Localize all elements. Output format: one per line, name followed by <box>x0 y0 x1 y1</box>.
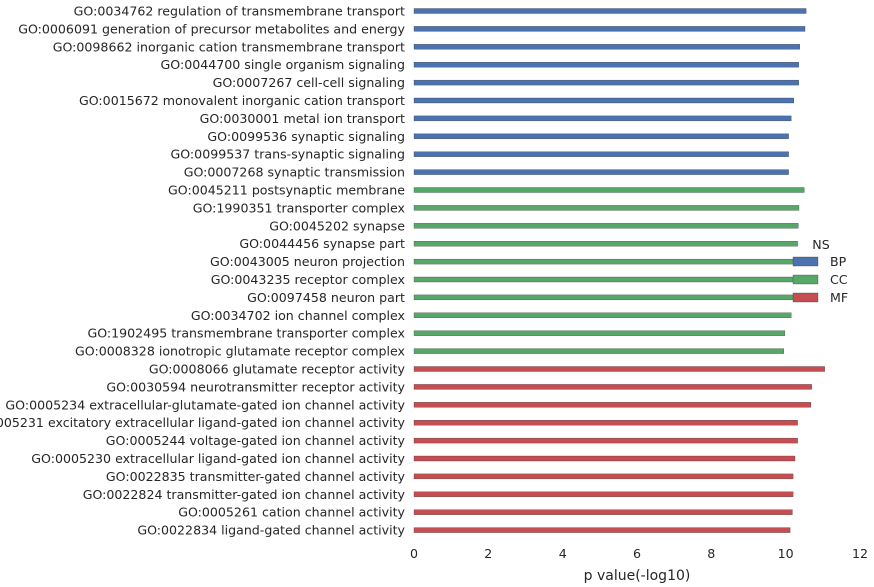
bar-mf <box>413 384 812 390</box>
category-label: GO:0005234 extracellular-glutamate-gated… <box>5 397 405 412</box>
category-label: GO:0045211 postsynaptic membrane <box>168 183 405 198</box>
category-label: GO:0034702 ion channel complex <box>191 308 406 323</box>
x-tick-label: 12 <box>852 546 868 561</box>
category-label: GO:1990351 transporter complex <box>193 200 406 215</box>
bar-cc <box>413 205 800 211</box>
bar-mf <box>413 455 796 462</box>
bar-cc <box>413 348 784 354</box>
x-axis: 0 2 4 6 8 10 12 <box>410 546 868 561</box>
x-tick-label: 0 <box>410 546 418 561</box>
category-label: GO:0034762 regulation of transmembrane t… <box>74 4 405 19</box>
category-label: GO:0005231 excitatory extracellular liga… <box>0 415 406 430</box>
bars <box>413 8 825 533</box>
bar-bp <box>413 8 807 14</box>
bar-mf <box>413 527 791 533</box>
bar-cc <box>413 223 799 229</box>
category-label: GO:0044456 synapse part <box>239 236 405 251</box>
bar-mf <box>413 366 825 372</box>
x-tick-label: 10 <box>778 546 794 561</box>
bar-cc <box>413 312 792 318</box>
category-label: GO:0022834 ligand-gated channel activity <box>137 523 405 538</box>
legend-label: CC <box>830 272 848 287</box>
bar-bp <box>413 169 789 175</box>
category-label: GO:0030594 neurotransmitter receptor act… <box>106 379 405 394</box>
category-label: GO:0030001 metal ion transport <box>200 111 405 126</box>
category-label: GO:0043005 neuron projection <box>210 254 405 269</box>
bar-cc <box>413 294 794 301</box>
category-label: GO:0098662 inorganic cation transmembran… <box>53 39 405 54</box>
category-label: GO:0045202 synapse <box>269 218 405 233</box>
legend-swatch-mf <box>792 292 819 303</box>
bar-cc <box>413 276 795 283</box>
x-tick-label: 4 <box>559 546 567 561</box>
bar-mf <box>413 402 812 408</box>
x-axis-label: p value(-log10) <box>584 568 691 584</box>
category-label: GO:0015672 monovalent inorganic cation t… <box>79 93 405 108</box>
bar-cc <box>413 241 798 247</box>
bar-cc <box>413 258 796 265</box>
category-label: GO:0044700 single organism signaling <box>161 57 405 72</box>
category-label: GO:0099536 synaptic signaling <box>207 129 405 144</box>
bar-bp <box>413 133 789 139</box>
legend-swatch-bp <box>792 256 819 267</box>
bar-mf <box>413 437 798 444</box>
category-label: GO:0006091 generation of precursor metab… <box>18 21 405 36</box>
category-label: GO:0005244 voltage-gated ion channel act… <box>106 433 406 448</box>
category-label: GO:0008066 glutamate receptor activity <box>149 362 406 377</box>
category-label: GO:1902495 transmembrane transporter com… <box>87 326 405 341</box>
bar-bp <box>413 97 794 104</box>
bar-mf <box>413 509 793 515</box>
category-labels: GO:0034762 regulation of transmembrane t… <box>0 4 406 538</box>
bar-bp <box>413 115 792 122</box>
x-tick-label: 6 <box>633 546 641 561</box>
bar-cc <box>413 330 786 336</box>
bar-bp <box>413 79 799 86</box>
category-label: GO:0008328 ionotropic glutamate receptor… <box>75 344 405 359</box>
category-label: GO:0022824 transmitter-gated ion channel… <box>83 487 406 502</box>
x-tick-label: 8 <box>707 546 715 561</box>
category-label: GO:0007268 synaptic transmission <box>184 165 405 180</box>
category-label: GO:0097458 neuron part <box>247 290 405 305</box>
category-label: GO:0005230 extracellular ligand-gated io… <box>31 451 405 466</box>
bar-cc <box>413 187 805 193</box>
legend-label: MF <box>830 290 848 305</box>
legend-title: NS <box>812 237 829 252</box>
category-label: GO:0007267 cell-cell signaling <box>213 75 405 90</box>
bar-mf <box>413 473 794 480</box>
category-label: GO:0043235 receptor complex <box>211 272 406 287</box>
bar-mf <box>413 491 794 497</box>
bar-bp <box>413 44 800 50</box>
legend-swatch-cc <box>792 274 819 285</box>
x-tick-label: 2 <box>484 546 492 561</box>
legend-label: BP <box>830 254 847 269</box>
bar-bp <box>413 151 789 157</box>
category-label: GO:0099537 trans-synaptic signaling <box>170 147 405 162</box>
bar-bp <box>413 62 799 68</box>
bar-bp <box>413 26 806 32</box>
category-label: GO:0022835 transmitter-gated channel act… <box>106 469 406 484</box>
category-label: GO:0005261 cation channel activity <box>178 505 405 520</box>
bar-mf <box>413 420 798 426</box>
